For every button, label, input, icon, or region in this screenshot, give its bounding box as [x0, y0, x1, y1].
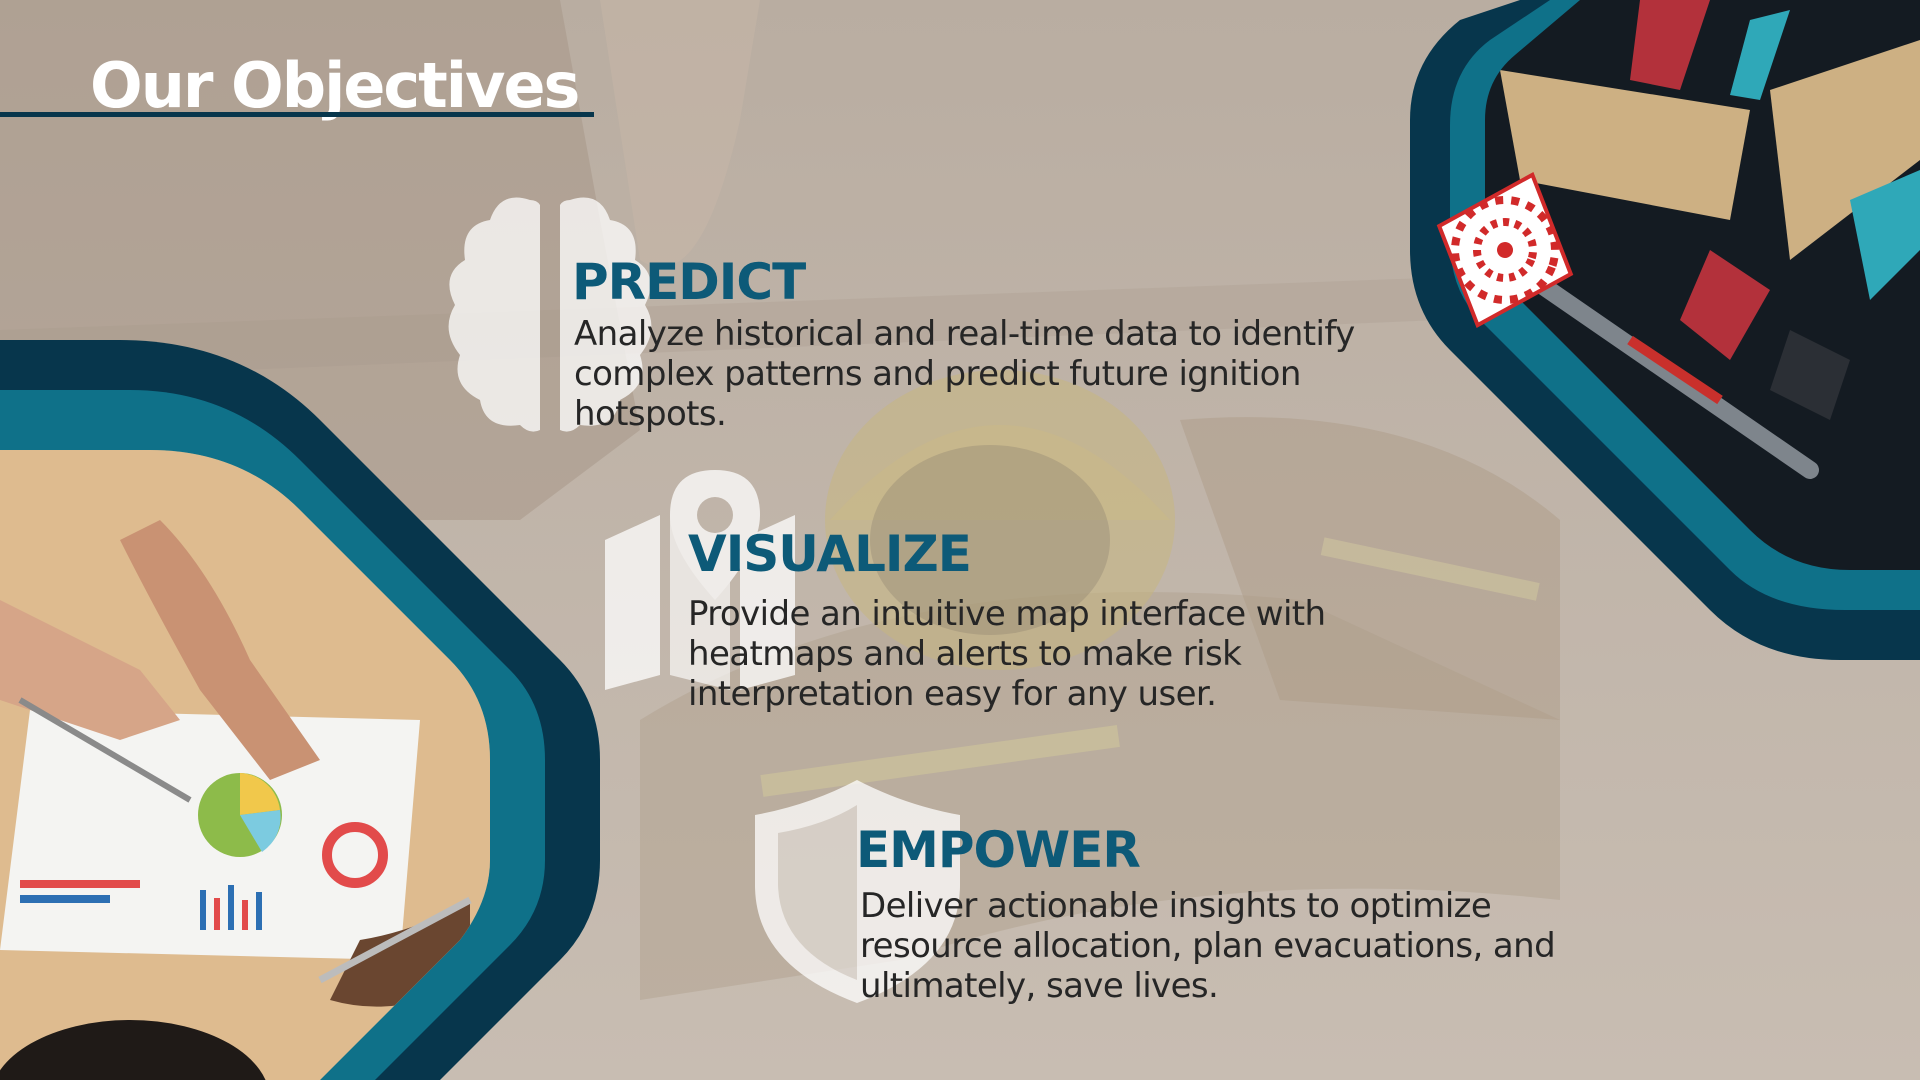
objective-heading: VISUALIZE	[688, 525, 972, 583]
objective-description: Provide an intuitive map interface with …	[688, 594, 1326, 714]
shield-icon	[755, 780, 960, 1003]
slide-title: Our Objectives	[90, 49, 580, 122]
left-photo-frame	[0, 340, 600, 1080]
brain-icon	[448, 197, 652, 432]
title-underline	[0, 112, 594, 117]
right-photo-frame	[1410, 0, 1920, 660]
map-pin-icon	[605, 470, 795, 690]
objective-description: Analyze historical and real-time data to…	[574, 314, 1355, 434]
objective-heading: EMPOWER	[856, 821, 1141, 879]
objective-description: Deliver actionable insights to optimize …	[860, 886, 1556, 1006]
objective-heading: PREDICT	[572, 253, 806, 311]
